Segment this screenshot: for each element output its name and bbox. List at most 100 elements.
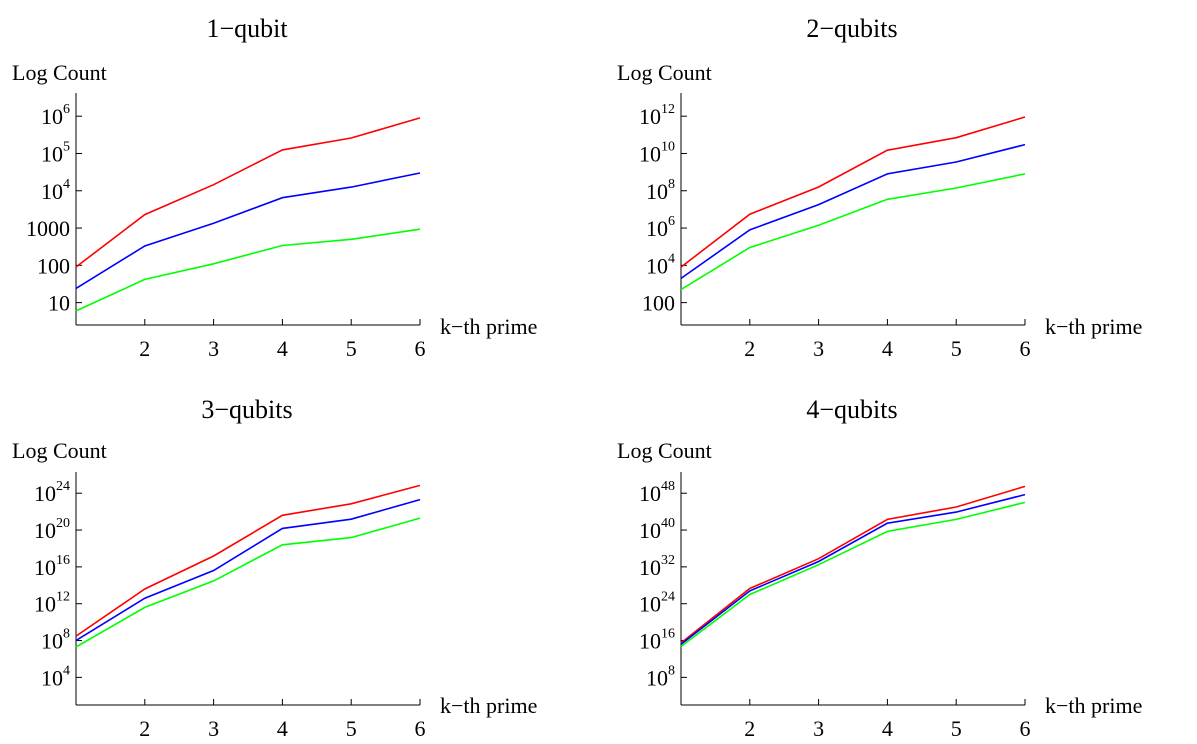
series-line-3 bbox=[680, 173, 1026, 291]
chart-title: 3−qubits bbox=[201, 395, 292, 424]
x-tick-label: 5 bbox=[951, 336, 962, 361]
y-tick-base: 10 bbox=[639, 141, 661, 166]
y-tick-base: 10 bbox=[34, 481, 56, 506]
y-tick-label: 1024 bbox=[639, 590, 675, 617]
y-tick-exponent: 24 bbox=[661, 590, 675, 605]
y-tick-label: 105 bbox=[41, 139, 70, 166]
y-tick-base: 10 bbox=[646, 179, 668, 204]
series-line-3 bbox=[75, 228, 421, 312]
y-tick-exponent: 32 bbox=[661, 553, 675, 568]
x-axis-label: k−th prime bbox=[1045, 314, 1142, 339]
y-tick-label: 108 bbox=[41, 627, 70, 654]
y-tick-base: 10 bbox=[646, 665, 668, 690]
x-tick-label: 3 bbox=[208, 336, 219, 361]
chart-title: 1−qubit bbox=[206, 14, 288, 43]
x-tick-label: 5 bbox=[951, 716, 962, 741]
y-tick-base: 10 bbox=[639, 481, 661, 506]
y-tick-label: 1000 bbox=[26, 216, 70, 241]
y-tick-exponent: 8 bbox=[63, 627, 70, 642]
y-tick-base: 100 bbox=[642, 291, 675, 316]
x-tick-label: 6 bbox=[1020, 336, 1031, 361]
series-line-2 bbox=[75, 172, 421, 290]
y-tick-exponent: 48 bbox=[661, 479, 675, 494]
x-tick-label: 4 bbox=[277, 716, 288, 741]
x-tick-label: 6 bbox=[1020, 716, 1031, 741]
y-axis-label: Log Count bbox=[617, 438, 712, 463]
x-tick-label: 4 bbox=[277, 336, 288, 361]
y-tick-base: 10 bbox=[34, 555, 56, 580]
y-tick-label: 1016 bbox=[639, 627, 675, 654]
x-tick-label: 6 bbox=[415, 716, 426, 741]
series-line-1 bbox=[680, 116, 1026, 268]
series-line-3 bbox=[75, 517, 421, 648]
y-tick-base: 10 bbox=[41, 141, 63, 166]
y-tick-label: 100 bbox=[642, 291, 675, 316]
x-tick-label: 4 bbox=[882, 716, 893, 741]
x-tick-label: 2 bbox=[139, 336, 150, 361]
y-tick-base: 10 bbox=[34, 592, 56, 617]
y-tick-label: 1020 bbox=[34, 516, 70, 543]
y-tick-exponent: 24 bbox=[56, 479, 70, 494]
y-tick-exponent: 10 bbox=[661, 139, 675, 154]
x-tick-label: 5 bbox=[346, 336, 357, 361]
y-tick-label: 108 bbox=[646, 177, 675, 204]
series-line-1 bbox=[75, 117, 421, 268]
y-tick-exponent: 4 bbox=[63, 177, 70, 192]
y-tick-label: 108 bbox=[646, 663, 675, 690]
y-tick-base: 10 bbox=[41, 104, 63, 129]
y-tick-exponent: 20 bbox=[56, 516, 70, 531]
y-tick-label: 104 bbox=[41, 663, 70, 690]
y-tick-base: 10 bbox=[639, 555, 661, 580]
y-tick-base: 10 bbox=[41, 629, 63, 654]
y-tick-label: 1032 bbox=[639, 553, 675, 580]
y-axis-label: Log Count bbox=[12, 60, 107, 85]
x-tick-label: 4 bbox=[882, 336, 893, 361]
y-tick-base: 10 bbox=[639, 592, 661, 617]
x-tick-label: 2 bbox=[744, 716, 755, 741]
series-line-1 bbox=[75, 484, 421, 637]
x-tick-label: 2 bbox=[744, 336, 755, 361]
y-tick-label: 104 bbox=[41, 177, 70, 204]
y-tick-label: 10 bbox=[48, 291, 70, 316]
y-tick-exponent: 8 bbox=[668, 177, 675, 192]
series-line-2 bbox=[680, 143, 1026, 280]
y-tick-exponent: 16 bbox=[56, 553, 70, 568]
y-tick-base: 10 bbox=[639, 629, 661, 654]
x-tick-label: 6 bbox=[415, 336, 426, 361]
chart-panel-4-qubits: 4−qubits Log Count k−th prime 2 3 4 5 610810… bbox=[617, 395, 1142, 741]
y-tick-label: 1012 bbox=[34, 590, 70, 617]
y-tick-label: 1024 bbox=[34, 479, 70, 506]
y-tick-label: 100 bbox=[37, 253, 70, 278]
series-line-3 bbox=[680, 501, 1026, 648]
y-tick-exponent: 5 bbox=[63, 139, 70, 154]
y-tick-base: 1000 bbox=[26, 216, 70, 241]
y-tick-exponent: 40 bbox=[661, 516, 675, 531]
y-axis-label: Log Count bbox=[12, 438, 107, 463]
x-tick-label: 5 bbox=[346, 716, 357, 741]
series-line-1 bbox=[680, 485, 1026, 644]
x-axis-label: k−th prime bbox=[440, 314, 537, 339]
chart-panel-2-qubits: 2−qubits Log Count k−th prime 2 3 4 5 6 100 10… bbox=[617, 14, 1142, 361]
chart-title: 4−qubits bbox=[806, 395, 897, 424]
y-tick-label: 1048 bbox=[639, 479, 675, 506]
chart-title: 2−qubits bbox=[806, 14, 897, 43]
y-tick-exponent: 16 bbox=[661, 627, 675, 642]
y-tick-base: 10 bbox=[41, 179, 63, 204]
y-tick-exponent: 4 bbox=[63, 663, 70, 678]
y-axis-label: Log Count bbox=[617, 60, 712, 85]
x-axis-label: k−th prime bbox=[440, 693, 537, 718]
y-tick-base: 10 bbox=[48, 291, 70, 316]
x-tick-label: 3 bbox=[208, 716, 219, 741]
x-axis-label: k−th prime bbox=[1045, 693, 1142, 718]
x-tick-label: 3 bbox=[813, 716, 824, 741]
y-tick-label: 104 bbox=[646, 251, 675, 278]
y-tick-base: 10 bbox=[41, 665, 63, 690]
y-tick-label: 1016 bbox=[34, 553, 70, 580]
y-tick-label: 1010 bbox=[639, 139, 675, 166]
y-tick-exponent: 8 bbox=[668, 663, 675, 678]
y-tick-label: 106 bbox=[646, 214, 675, 241]
